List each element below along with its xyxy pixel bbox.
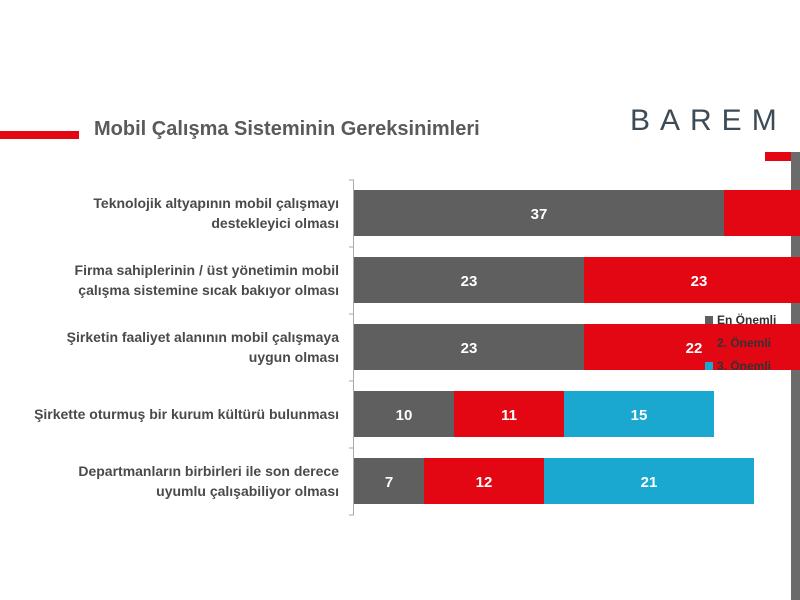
bar-segment [584,324,800,370]
category-label: Şirketin faaliyet alanının mobil çalışma… [67,329,340,345]
legend-label: 3. Önemli [717,358,771,373]
bar-value-label: 15 [631,407,648,424]
bar-value-label: 37 [531,206,548,223]
bar-segment [724,190,800,236]
bar-value-label: 10 [396,407,413,424]
bar-value-label: 23 [691,273,708,290]
accent-line-right [765,152,791,161]
category-label: uygun olması [249,349,339,365]
category-label: Firma sahiplerinin / üst yönetimin mobil [75,262,339,278]
category-label: Şirkette oturmuş bir kurum kültürü bulun… [34,406,339,422]
bar-segment [354,190,724,236]
bar-value-label: 7 [385,474,393,491]
legend-swatch [705,316,713,324]
legend-label: 2. Önemli [717,335,771,350]
bar-segment [424,458,544,504]
legend-swatch [705,339,713,347]
bar-segment [354,324,584,370]
bar-segment [354,391,454,437]
category-label: Departmanların birbirleri ile son derece [78,463,339,479]
bar-segment [544,458,754,504]
accent-line-left [0,131,79,139]
barem-logo: BAREM [630,104,787,137]
bar-segment [454,391,564,437]
category-label: çalışma sistemine sıcak bakıyor olması [78,282,339,298]
bar-segment [584,257,800,303]
bar-value-label: 23 [461,273,478,290]
legend-swatch [705,362,713,370]
category-label: uyumlu çalışabiliyor olması [156,483,339,499]
bar-value-label: 23 [461,340,478,357]
bar-value-label: 22 [686,340,703,357]
page-title: Mobil Çalışma Sisteminin Gereksinimleri [94,118,480,140]
category-label: Teknolojik altyapının mobil çalışmayı [93,195,339,211]
legend-label: En Önemli [717,312,776,327]
bar-segment [354,257,584,303]
bar-segment [354,458,424,504]
bar-value-label: 12 [476,474,493,491]
category-label: destekleyici olması [211,215,339,231]
bar-value-label: 21 [641,474,658,491]
bar-value-label: 11 [501,407,517,424]
bar-segment [564,391,714,437]
side-stripe [791,152,800,600]
